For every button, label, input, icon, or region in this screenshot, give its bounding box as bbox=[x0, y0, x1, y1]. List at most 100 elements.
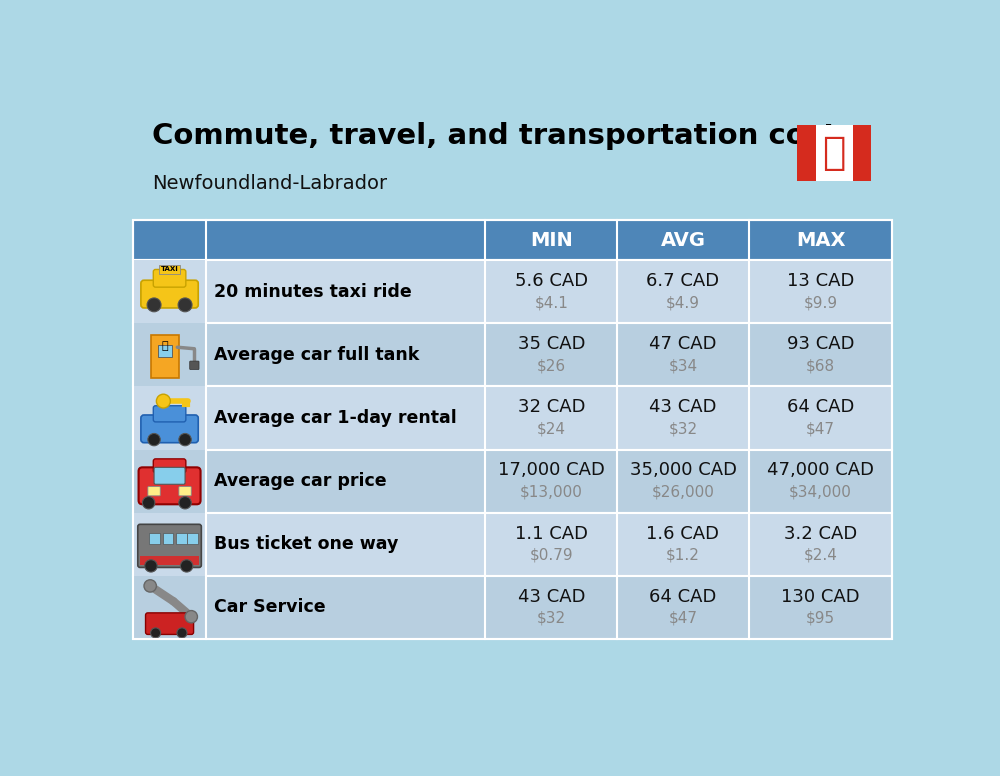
Circle shape bbox=[180, 559, 193, 572]
Text: 47,000 CAD: 47,000 CAD bbox=[767, 462, 874, 480]
Text: AVG: AVG bbox=[660, 230, 706, 250]
FancyBboxPatch shape bbox=[148, 487, 160, 496]
Text: Average car 1-day rental: Average car 1-day rental bbox=[214, 409, 457, 427]
Bar bbox=[133, 449, 892, 513]
Text: 13 CAD: 13 CAD bbox=[787, 272, 854, 290]
Bar bbox=[133, 324, 892, 386]
FancyBboxPatch shape bbox=[176, 533, 187, 543]
Text: $34,000: $34,000 bbox=[789, 484, 852, 500]
Text: 64 CAD: 64 CAD bbox=[787, 398, 854, 416]
Bar bbox=[140, 556, 199, 565]
Text: 17,000 CAD: 17,000 CAD bbox=[498, 462, 605, 480]
Text: $32: $32 bbox=[537, 611, 566, 625]
Text: $68: $68 bbox=[806, 359, 835, 373]
FancyBboxPatch shape bbox=[163, 533, 173, 543]
FancyBboxPatch shape bbox=[159, 265, 180, 274]
Text: MAX: MAX bbox=[796, 230, 845, 250]
FancyBboxPatch shape bbox=[153, 406, 186, 422]
Bar bbox=[133, 260, 892, 324]
Text: 3.2 CAD: 3.2 CAD bbox=[784, 525, 857, 542]
Circle shape bbox=[179, 497, 191, 509]
Text: 93 CAD: 93 CAD bbox=[787, 335, 854, 353]
FancyBboxPatch shape bbox=[149, 533, 160, 543]
Text: $34: $34 bbox=[668, 359, 698, 373]
FancyBboxPatch shape bbox=[187, 533, 198, 543]
Text: 35,000 CAD: 35,000 CAD bbox=[630, 462, 736, 480]
Circle shape bbox=[156, 394, 170, 408]
FancyBboxPatch shape bbox=[138, 525, 201, 567]
Text: 🍁: 🍁 bbox=[822, 134, 846, 172]
Text: $26,000: $26,000 bbox=[652, 484, 714, 500]
Circle shape bbox=[144, 580, 156, 592]
Text: 20 minutes taxi ride: 20 minutes taxi ride bbox=[214, 282, 412, 301]
Text: $1.2: $1.2 bbox=[666, 548, 700, 563]
FancyBboxPatch shape bbox=[179, 487, 191, 496]
Text: 35 CAD: 35 CAD bbox=[518, 335, 585, 353]
Circle shape bbox=[178, 298, 192, 312]
Text: 6.7 CAD: 6.7 CAD bbox=[646, 272, 720, 290]
Bar bbox=[133, 386, 206, 449]
FancyBboxPatch shape bbox=[141, 280, 198, 308]
Text: $26: $26 bbox=[537, 359, 566, 373]
Circle shape bbox=[177, 628, 187, 638]
Text: $47: $47 bbox=[668, 611, 698, 625]
Circle shape bbox=[147, 298, 161, 312]
FancyBboxPatch shape bbox=[146, 613, 194, 635]
Circle shape bbox=[148, 434, 160, 445]
Text: TAXI: TAXI bbox=[161, 266, 178, 272]
Text: $4.1: $4.1 bbox=[534, 295, 568, 310]
Text: 32 CAD: 32 CAD bbox=[518, 398, 585, 416]
Text: $95: $95 bbox=[806, 611, 835, 625]
Bar bbox=[133, 260, 206, 324]
Bar bbox=[797, 126, 816, 181]
Text: 130 CAD: 130 CAD bbox=[781, 587, 860, 606]
Bar bbox=[133, 220, 892, 639]
FancyBboxPatch shape bbox=[151, 335, 179, 378]
Text: Average car full tank: Average car full tank bbox=[214, 346, 419, 364]
Bar bbox=[133, 324, 206, 386]
Circle shape bbox=[142, 497, 155, 509]
Text: 43 CAD: 43 CAD bbox=[649, 398, 717, 416]
Bar bbox=[133, 576, 206, 639]
Text: Newfoundland-Labrador: Newfoundland-Labrador bbox=[152, 174, 387, 193]
Bar bbox=[133, 386, 892, 449]
FancyBboxPatch shape bbox=[797, 126, 871, 181]
FancyBboxPatch shape bbox=[153, 269, 186, 287]
Text: 1.6 CAD: 1.6 CAD bbox=[646, 525, 720, 542]
Text: $4.9: $4.9 bbox=[666, 295, 700, 310]
Text: 💧: 💧 bbox=[162, 341, 168, 351]
Text: $2.4: $2.4 bbox=[804, 548, 838, 563]
Text: $24: $24 bbox=[537, 421, 566, 436]
Bar bbox=[133, 513, 206, 576]
Circle shape bbox=[151, 628, 161, 638]
Text: MIN: MIN bbox=[530, 230, 573, 250]
Text: 47 CAD: 47 CAD bbox=[649, 335, 717, 353]
FancyBboxPatch shape bbox=[190, 361, 199, 369]
Bar bbox=[133, 220, 892, 260]
Text: 43 CAD: 43 CAD bbox=[518, 587, 585, 606]
Text: $47: $47 bbox=[806, 421, 835, 436]
Text: $0.79: $0.79 bbox=[529, 548, 573, 563]
Text: 1.1 CAD: 1.1 CAD bbox=[515, 525, 588, 542]
Bar bbox=[133, 449, 206, 513]
FancyBboxPatch shape bbox=[158, 345, 172, 357]
Bar bbox=[853, 126, 871, 181]
Text: Car Service: Car Service bbox=[214, 598, 326, 616]
FancyBboxPatch shape bbox=[154, 467, 185, 484]
Text: 5.6 CAD: 5.6 CAD bbox=[515, 272, 588, 290]
Text: Commute, travel, and transportation costs: Commute, travel, and transportation cost… bbox=[152, 123, 854, 151]
Text: $32: $32 bbox=[668, 421, 698, 436]
FancyBboxPatch shape bbox=[141, 415, 198, 442]
Circle shape bbox=[145, 559, 157, 572]
Circle shape bbox=[179, 434, 191, 445]
Bar bbox=[133, 513, 892, 576]
FancyBboxPatch shape bbox=[139, 467, 201, 504]
Text: $13,000: $13,000 bbox=[520, 484, 583, 500]
Text: Average car price: Average car price bbox=[214, 473, 387, 490]
Circle shape bbox=[185, 611, 197, 623]
Bar bbox=[133, 576, 892, 639]
Text: 64 CAD: 64 CAD bbox=[649, 587, 717, 606]
Text: $9.9: $9.9 bbox=[804, 295, 838, 310]
Text: Bus ticket one way: Bus ticket one way bbox=[214, 535, 398, 553]
FancyBboxPatch shape bbox=[153, 459, 186, 473]
